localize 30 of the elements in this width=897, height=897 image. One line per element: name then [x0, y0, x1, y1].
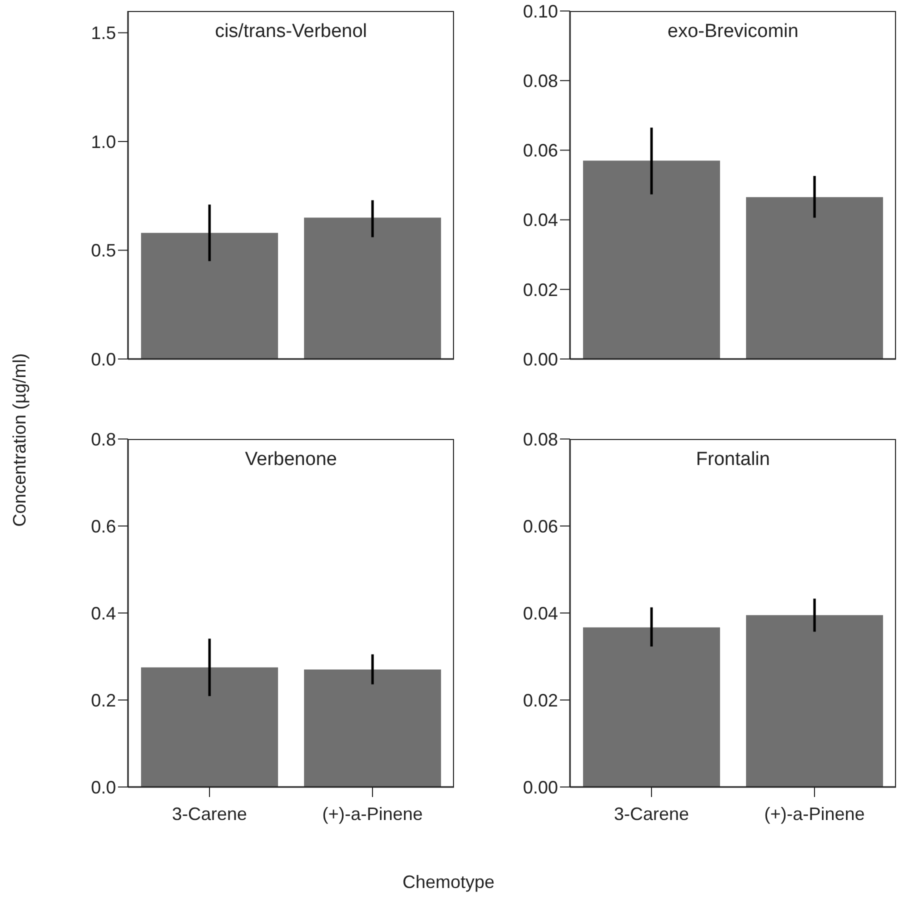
y-tick-label: 0.5 [90, 240, 116, 261]
x-tick-label: (+)-a-Pinene [322, 804, 423, 824]
y-tick-label: 0.00 [522, 349, 558, 370]
y-tick-label: 0.0 [90, 349, 116, 370]
y-tick-label: 0.08 [522, 70, 558, 91]
y-tick-label: 0.4 [90, 603, 116, 624]
text: cis/trans-Verbenol [214, 21, 368, 43]
y-tick-label: 1.0 [90, 132, 116, 152]
y-tick-label: 0.10 [522, 1, 558, 22]
y-tick-label: 1.5 [90, 23, 116, 44]
x-tick-label: 3-Carene [614, 804, 690, 824]
x-tick-label: 3-Carene [172, 804, 248, 824]
y-tick-label: 0.02 [522, 690, 558, 710]
y-tick-label: 0.8 [90, 429, 116, 450]
x-axis-title: Chemotype [401, 872, 496, 893]
text: Verbenone [244, 449, 338, 471]
text: exo-Brevicomin [666, 21, 800, 43]
y-tick-label: 0.06 [522, 516, 558, 536]
y-tick-label: 0.02 [522, 280, 558, 300]
y-tick-label: 0.04 [522, 603, 558, 624]
y-tick-label: 0.0 [90, 777, 116, 798]
y-tick-label: 0.06 [522, 140, 558, 161]
y-tick-label: 0.08 [522, 429, 558, 450]
text: Frontalin [695, 449, 771, 471]
y-axis-title: Concentration (µg/ml) [10, 353, 30, 527]
y-tick-label: 0.00 [522, 777, 558, 798]
y-tick-label: 0.6 [90, 516, 116, 536]
y-tick-label: 0.2 [90, 690, 116, 710]
x-tick-label: (+)-a-Pinene [764, 804, 865, 824]
y-tick-label: 0.04 [522, 210, 558, 230]
